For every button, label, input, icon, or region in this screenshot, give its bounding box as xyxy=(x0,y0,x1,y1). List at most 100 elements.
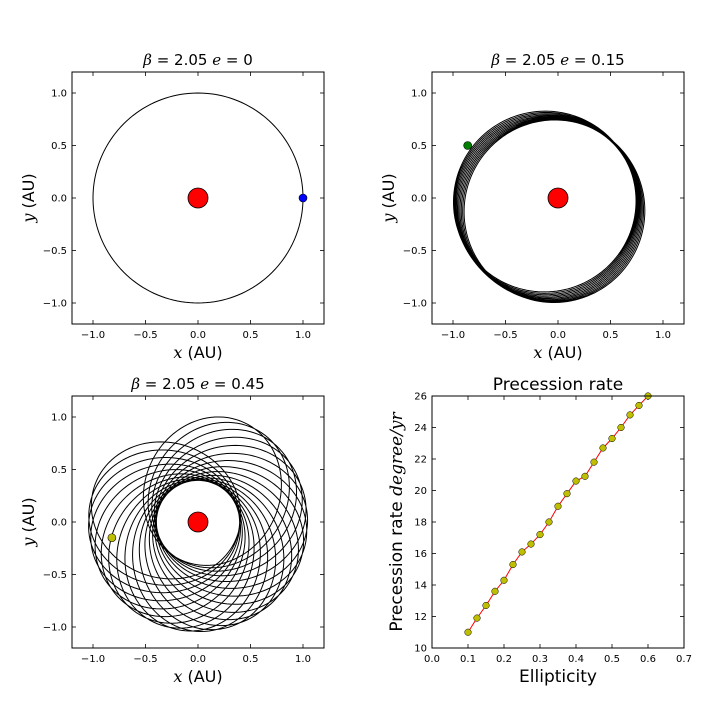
panel-title: β = 2.05 e = 0.45 xyxy=(130,375,264,393)
axes-frame xyxy=(431,395,685,649)
x-tick-label: −0.5 xyxy=(133,654,157,665)
data-point xyxy=(527,540,535,548)
y-tick-label: 26 xyxy=(414,392,427,403)
data-point xyxy=(482,601,490,610)
x-axis-label: Ellipticity xyxy=(519,667,597,687)
x-tick-label: −0.5 xyxy=(493,330,517,341)
y-tick-label: 0.0 xyxy=(411,194,427,205)
x-tick-label: 0.5 xyxy=(243,330,259,341)
x-tick-label: −0.5 xyxy=(133,330,157,341)
x-tick-label: 1.0 xyxy=(655,330,671,341)
x-tick-label: 0.0 xyxy=(190,654,206,665)
x-tick-label: −1.0 xyxy=(81,654,105,665)
plot-area xyxy=(452,110,646,304)
y-tick-label: 1.0 xyxy=(51,413,67,424)
x-tick-label: 0.2 xyxy=(496,654,512,665)
axes-frame xyxy=(431,71,685,325)
x-axis-label: x (AU) xyxy=(533,343,582,362)
y-tick-label: 0.0 xyxy=(51,194,67,205)
panel-title: Precession rate xyxy=(493,375,623,395)
x-tick-label: 0.0 xyxy=(424,654,440,665)
data-point xyxy=(608,434,616,443)
series-line xyxy=(467,395,649,633)
plot-area xyxy=(92,92,304,304)
data-point xyxy=(500,576,508,584)
orbit-path xyxy=(452,110,646,304)
x-tick-label: −1.0 xyxy=(441,330,465,341)
data-point xyxy=(464,628,472,636)
sun-marker xyxy=(187,511,209,533)
x-tick-label: 0.5 xyxy=(243,654,259,665)
plot-area xyxy=(88,416,309,633)
orbit-path xyxy=(88,416,309,633)
x-tick-label: 0.5 xyxy=(603,330,619,341)
panel-4: 0.0 0.1 0.2 0.3 0.4 0.5 0.6 0.7 10 12 14 16 18 20 22 24… xyxy=(387,375,692,687)
panel-title: β = 2.05 e = 0.15 xyxy=(490,51,624,69)
x-tick-label: 0.5 xyxy=(604,654,620,665)
panel-2: −1.0 −0.5 0.0 0.5 1.0 −1.0 −0.5 0.0 0.5 1.0 β = 2.… xyxy=(379,51,685,362)
y-tick-label: 10 xyxy=(414,644,427,655)
panel-3: −1.0 −0.5 0.0 0.5 1.0 −1.0 −0.5 0.0 0.5 1.0 β = 2.… xyxy=(19,375,325,686)
axes-frame xyxy=(71,395,325,649)
y-tick-label: 1.0 xyxy=(411,89,427,100)
x-tick-label: 0.0 xyxy=(550,330,566,341)
x-tick-label: 0.7 xyxy=(676,654,692,665)
panel-1: −1.0 −0.5 0.0 0.5 1.0 −1.0 −0.5 0.0 0.5 1.0 β = 2.… xyxy=(19,51,325,362)
x-tick-label: 0.0 xyxy=(190,330,206,341)
y-tick-label: −0.5 xyxy=(43,570,67,581)
planet-marker xyxy=(107,533,117,543)
y-tick-label: −0.5 xyxy=(43,246,67,257)
data-point xyxy=(626,411,634,419)
x-tick-label: 0.1 xyxy=(460,654,476,665)
planet-marker xyxy=(463,141,473,150)
y-tick-label: −1.0 xyxy=(43,623,67,634)
x-tick-label: 0.4 xyxy=(568,654,584,665)
y-tick-label: 22 xyxy=(414,455,427,466)
sun-marker xyxy=(547,187,569,209)
y-tick-label: −0.5 xyxy=(403,246,427,257)
y-tick-label: 24 xyxy=(414,423,427,434)
y-axis-label: Precession rate degree/yr xyxy=(387,411,407,631)
planet-marker xyxy=(298,193,308,203)
data-point xyxy=(635,401,643,410)
sun-marker xyxy=(187,187,209,209)
y-tick-label: −1.0 xyxy=(43,299,67,310)
panel-title: β = 2.05 e = 0 xyxy=(142,51,253,69)
x-axis-label: x (AU) xyxy=(173,343,222,362)
data-point xyxy=(590,458,598,466)
data-point xyxy=(473,614,481,622)
y-tick-label: 14 xyxy=(414,581,427,592)
y-tick-label: 12 xyxy=(414,612,427,623)
x-tick-label: 1.0 xyxy=(295,330,311,341)
y-tick-label: 0.5 xyxy=(411,141,427,152)
data-point xyxy=(599,444,607,452)
y-tick-label: 0.5 xyxy=(51,141,67,152)
data-point xyxy=(536,531,544,539)
y-axis-label: y (AU) xyxy=(379,173,398,223)
y-tick-label: 18 xyxy=(414,518,427,529)
data-point xyxy=(491,587,499,595)
y-tick-label: 0.5 xyxy=(51,465,67,476)
x-tick-label: 0.3 xyxy=(532,654,548,665)
y-tick-label: 16 xyxy=(414,549,427,560)
y-tick-label: −1.0 xyxy=(403,299,427,310)
x-tick-label: −1.0 xyxy=(81,330,105,341)
x-tick-label: 0.6 xyxy=(640,654,656,665)
data-point xyxy=(554,502,562,510)
axes-frame xyxy=(71,71,325,325)
x-axis-label: x (AU) xyxy=(173,667,222,686)
x-tick-label: 1.0 xyxy=(295,654,311,665)
y-tick-label: 1.0 xyxy=(51,89,67,100)
y-axis-label: y (AU) xyxy=(19,173,38,223)
data-point xyxy=(545,518,553,526)
y-axis-label: y (AU) xyxy=(19,497,38,547)
data-point xyxy=(518,548,526,556)
data-point xyxy=(509,560,517,569)
y-tick-label: 0.0 xyxy=(51,518,67,529)
data-point xyxy=(581,472,589,480)
orbit-path xyxy=(92,92,304,304)
data-point xyxy=(617,423,625,432)
data-point xyxy=(563,490,571,498)
